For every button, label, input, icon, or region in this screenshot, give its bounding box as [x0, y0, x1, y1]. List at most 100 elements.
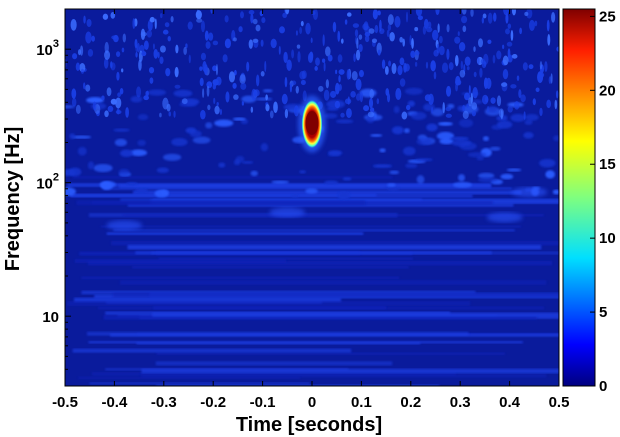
- speckle: [510, 84, 517, 89]
- speckle: [212, 40, 219, 46]
- speckle: [296, 44, 301, 49]
- speckle: [171, 137, 188, 147]
- speckle: [214, 119, 234, 127]
- speckle: [234, 69, 237, 76]
- speckle: [415, 9, 423, 17]
- speckle: [100, 181, 113, 191]
- speckle: [488, 105, 497, 113]
- speckle: [477, 57, 480, 65]
- speckle: [389, 170, 400, 175]
- speckle: [222, 54, 228, 63]
- speckle: [233, 37, 237, 42]
- speckle: [528, 19, 535, 31]
- x-tick-label: -0.2: [200, 394, 226, 411]
- speckle: [470, 92, 473, 104]
- speckle: [454, 54, 459, 67]
- speckle: [340, 112, 345, 118]
- speckle: [387, 187, 400, 191]
- speckle: [486, 105, 490, 113]
- speckle: [264, 60, 267, 72]
- band: [119, 183, 492, 189]
- speckle: [524, 119, 533, 125]
- speckle: [166, 103, 171, 112]
- speckle: [388, 60, 392, 67]
- speckle: [346, 12, 352, 17]
- speckle: [250, 106, 254, 113]
- y-tick-exponent: 3: [53, 38, 59, 50]
- speckle: [260, 143, 269, 152]
- speckle: [116, 71, 120, 81]
- speckle: [291, 194, 299, 198]
- speckle: [455, 75, 461, 86]
- speckle: [446, 48, 450, 60]
- speckle: [458, 174, 465, 182]
- speckle: [467, 152, 487, 158]
- speckle: [71, 97, 77, 107]
- speckle: [514, 101, 520, 110]
- speckle: [518, 89, 522, 99]
- speckle: [65, 187, 76, 197]
- speckle: [157, 51, 160, 59]
- speckle: [135, 187, 148, 193]
- x-tick-label: 0.1: [351, 394, 372, 411]
- speckle: [204, 30, 209, 41]
- speckle: [337, 191, 350, 200]
- speckle: [337, 54, 343, 63]
- speckle: [446, 24, 450, 33]
- speckle: [156, 167, 169, 173]
- speckle: [387, 24, 392, 31]
- speckle: [437, 23, 440, 33]
- x-tick-label: 0.5: [549, 394, 570, 411]
- speckle: [199, 66, 203, 71]
- speckle: [265, 104, 270, 112]
- speckle: [149, 77, 154, 84]
- speckle: [363, 105, 370, 112]
- speckle: [389, 31, 395, 42]
- speckle: [539, 61, 543, 70]
- speckle: [69, 133, 76, 140]
- speckle: [358, 34, 363, 40]
- speckle: [318, 85, 324, 92]
- speckle: [481, 94, 489, 105]
- speckle: [433, 71, 437, 80]
- speckle: [490, 97, 496, 104]
- speckle: [362, 23, 369, 31]
- speckle: [417, 15, 424, 21]
- speckle: [327, 54, 333, 62]
- speckle: [279, 26, 285, 34]
- speckle: [424, 94, 432, 102]
- speckle: [335, 69, 338, 75]
- speckle: [426, 26, 433, 33]
- band: [153, 305, 387, 310]
- speckle: [350, 90, 356, 98]
- colorbar-tick-label: 10: [599, 230, 616, 247]
- speckle: [250, 13, 254, 24]
- speckle: [445, 106, 452, 112]
- band: [72, 175, 393, 179]
- speckle: [425, 61, 429, 69]
- speckle: [430, 60, 436, 72]
- speckle: [113, 128, 130, 132]
- speckle: [355, 49, 361, 61]
- band: [87, 331, 469, 336]
- speckle: [207, 104, 211, 111]
- speckle: [528, 64, 534, 70]
- speckle: [238, 26, 243, 33]
- speckle: [208, 32, 214, 41]
- speckle: [510, 29, 514, 41]
- x-axis-ticks: -0.5 -0.4 -0.3 -0.2 -0.1 0 0.1 0.2 0.3 0.4 0.5: [52, 9, 569, 411]
- speckle: [342, 176, 352, 181]
- speckle: [310, 37, 313, 44]
- speckle: [426, 123, 438, 132]
- speckle: [387, 183, 396, 188]
- speckle: [537, 71, 544, 83]
- speckle: [376, 98, 380, 105]
- speckle: [159, 112, 162, 118]
- speckle: [196, 18, 203, 23]
- speckle: [355, 78, 362, 91]
- speckle: [205, 41, 211, 49]
- band: [87, 260, 552, 266]
- speckle: [278, 45, 281, 55]
- speckle: [83, 15, 86, 24]
